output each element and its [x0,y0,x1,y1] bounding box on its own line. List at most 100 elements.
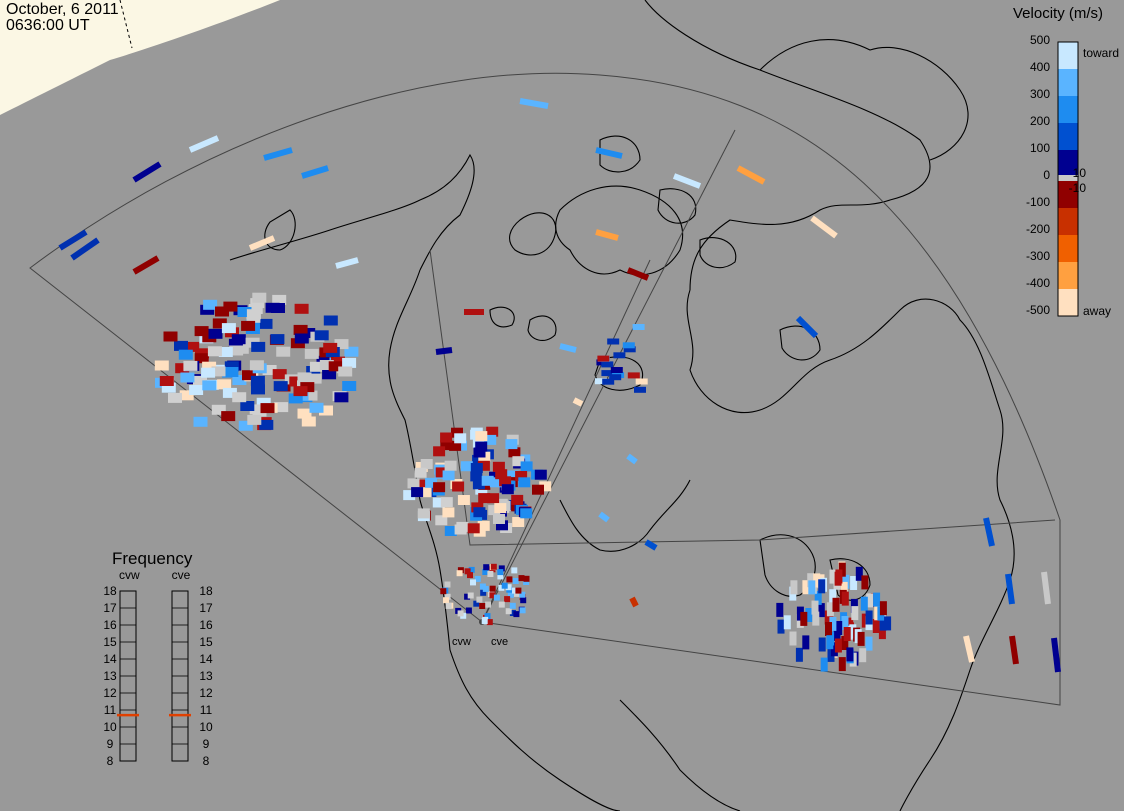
away-label: away [1083,304,1112,318]
frequency-scale-label: 18 [103,584,117,598]
scatter-cell [249,404,264,415]
scatter-cell [865,610,873,625]
scatter-cell [488,505,501,516]
scatter-cell [241,320,256,331]
scatter-cell [460,461,473,472]
scatter-cell [486,426,499,437]
scatter-cell [512,578,519,584]
scatter-cell [444,581,451,588]
scatter-cell [512,587,518,594]
scatter-cell [420,459,433,469]
scatter-cell [444,460,457,471]
scatter-cell [489,592,496,599]
scatter-cell [644,539,658,551]
scatter-cell [201,367,216,378]
scatter-cell [322,369,337,380]
velocity-tick-label: -300 [1025,249,1050,263]
scatter-cell [440,432,453,443]
frequency-scale-label: 17 [199,601,213,615]
scatter-cell [319,405,333,416]
scatter-cell [493,594,500,601]
frequency-columns [117,590,191,762]
scatter-cell [293,386,308,397]
scatter-cell [519,98,549,109]
scatter-cell [270,334,285,345]
scatter-cell [795,647,803,662]
scatter-cell [783,615,791,630]
scatter-cell [188,135,220,153]
colorbar-segment-neg500 [1058,289,1078,316]
colorbar-segment-500 [1058,42,1078,69]
scatter-cell [802,635,810,650]
scatter-cell [635,378,648,385]
scatter-cell [800,611,808,626]
scatter-cell [304,348,319,359]
scatter-cell [194,353,209,364]
scatter-cell [323,342,338,353]
scatter-cell [159,376,174,386]
scatter-cell [494,503,507,514]
scatter-cell [344,346,359,357]
scatter-cell [505,584,512,591]
scatter-cell [805,608,813,622]
scatter-cell [250,375,265,386]
scatter-cell [505,608,512,615]
scatter-cell [518,477,531,488]
frequency-scale-label: 15 [103,635,117,649]
scatter-cell [435,467,448,478]
scatter-cell [857,631,865,646]
scatter-cell [865,636,873,651]
scatter-cell [873,592,881,607]
scatter-cell [250,298,265,309]
scatter-cell [861,613,869,628]
site-label-cve: cve [491,636,509,648]
scatter-cell [850,598,858,613]
scatter-cell [208,328,223,339]
scatter-cell [154,360,169,371]
scatter-cell [878,625,886,640]
velocity-tick-label: 500 [1029,33,1050,47]
scatter-cell [449,440,462,451]
scatter-cell [468,566,475,573]
scatter-cell [843,627,851,641]
scatter-cell [480,589,487,596]
scatter-cell [481,618,488,625]
scatter-cell [256,397,271,408]
scatter-cell [265,302,280,313]
scatter-cell [242,370,256,381]
velocity-tick-label: 100 [1029,141,1050,155]
scatter-cell [807,573,815,588]
colorbar-segment-neg200 [1058,208,1078,235]
scatter-cell [411,487,424,498]
frequency-scale-label: 10 [199,720,213,734]
scatter-cell [258,318,273,329]
coastlines [229,0,1015,811]
scatter-cell [319,360,334,370]
scatter-cell [470,579,476,586]
colorbar-segment-400 [1058,69,1078,96]
scatter-cell [486,619,493,626]
scatter-cell [514,590,520,597]
scatter-cell [175,363,190,374]
scatter-cell [511,567,518,574]
scatter-cell [248,304,263,314]
scatter-cell [221,323,236,334]
colorbar-border [1057,41,1079,317]
daylight-region [0,0,280,115]
plot-time: 0636:00 UT [6,17,90,34]
scatter-cell [983,517,995,547]
scatter-cell [218,347,233,357]
frequency-radar-label-cve: cve [171,568,191,582]
scatter-cell [826,602,834,617]
scatter-cell [481,475,494,486]
toward-label: toward [1083,46,1120,60]
scatter-cell [489,471,501,482]
scatter-cell [613,352,626,359]
frequency-scale-label: 10 [103,720,117,734]
scatter-cell [841,616,849,630]
scatter-cell [489,477,502,488]
frequency-scale-label: 12 [199,686,213,700]
scatter-cell [425,477,438,488]
terminator-line [119,0,133,49]
scatter-cell [70,237,100,261]
